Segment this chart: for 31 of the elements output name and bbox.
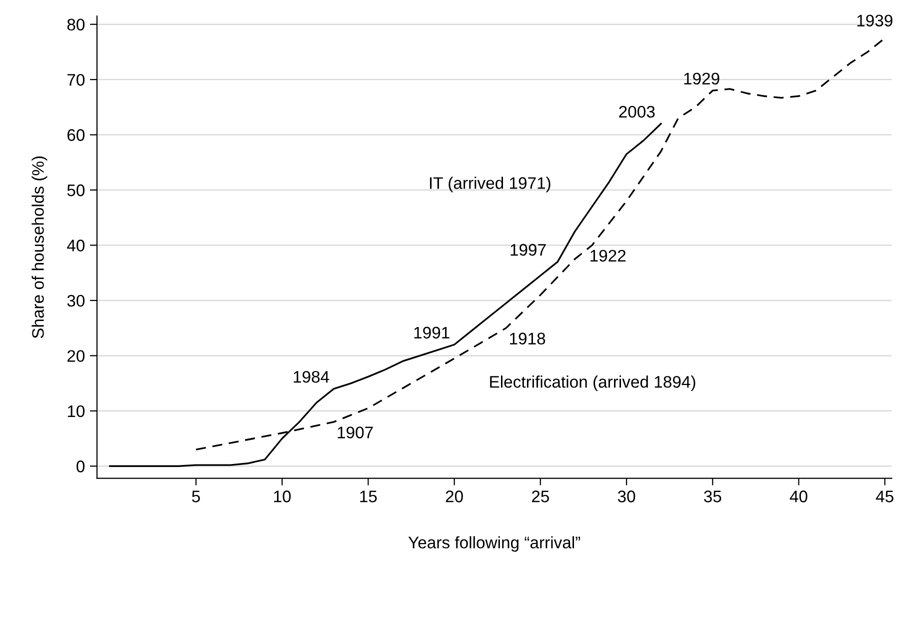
y-tick-label: 20 [67,350,85,362]
x-tick-label: 30 [618,490,636,502]
y-tick-label: 50 [67,184,85,196]
series-label: Electrification (arrived 1894) [490,376,696,392]
annotation: 1907 [338,426,373,438]
annotation: 1929 [684,72,720,85]
annotation: 1918 [510,332,546,344]
text: IT (arrived 1971) [430,176,550,192]
x-tick-label: 35 [704,490,722,502]
annotation: 1922 [590,250,626,262]
y-axis-title: Share of households (%) [32,156,48,338]
y-tick-label: 0 [76,460,85,472]
y-tick-label: 30 [67,294,85,307]
x-tick-label: 40 [790,490,808,502]
annotation: 1997 [510,244,546,256]
x-tick-label: 20 [446,490,463,502]
annotation: 1939 [857,14,892,27]
x-tick-label: 25 [532,490,549,502]
y-tick-label: 80 [67,18,85,31]
annotation: 1991 [414,326,450,339]
y-tick-label: 60 [67,129,85,141]
annotation: 2003 [619,106,655,118]
x-axis-title: Years following “arrival” [408,536,580,552]
x-tick-label: 45 [876,490,894,502]
x-tick-label: 5 [192,490,200,502]
x-tick-label: 10 [274,490,291,502]
y-tick-label: 70 [67,74,85,86]
y-tick-label: 10 [68,405,85,418]
y-tick-label: 40 [67,240,85,252]
x-tick-label: 15 [360,490,377,502]
annotation: 1984 [294,370,330,383]
